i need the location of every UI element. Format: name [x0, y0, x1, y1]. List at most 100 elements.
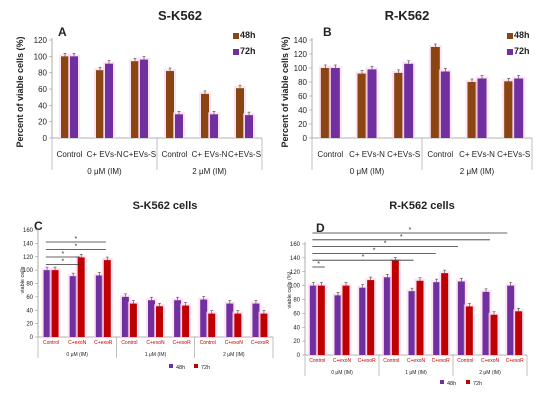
chart-c-bar-48h [43, 270, 51, 337]
chart-b-ylabel: Percent of viable cells (%) [280, 36, 290, 147]
chart-c-group-label: 0 μM (IM) [66, 352, 88, 358]
chart-d-y-tick-label: 120 [290, 270, 301, 276]
chart-d-bar-48h [359, 287, 367, 355]
chart-d-bar-48h [433, 282, 441, 355]
chart-a-ylabel: Percent of viable cells (%) [15, 36, 25, 147]
chart-d-bar-72h [515, 311, 523, 355]
chart-c-bar-72h [234, 313, 242, 337]
chart-b-category-label: C+EVs-S [497, 150, 530, 159]
chart-panel-c: S-K562 cells C viable cells 48h 72h Cont… [20, 200, 274, 371]
chart-d-y-tick-label: 140 [290, 256, 301, 262]
chart-b-bar-72h [404, 63, 414, 138]
chart-c-bar-72h [77, 257, 85, 337]
chart-c-category-label: Control [121, 340, 137, 346]
chart-a-bar-72h [210, 114, 218, 138]
chart-d-bar-72h [490, 314, 498, 355]
chart-c-bar-48h [121, 296, 129, 337]
chart-c-group-label: 2 μM (IM) [223, 352, 245, 358]
chart-b-bar-72h [330, 68, 340, 138]
chart-b-bar-48h [320, 68, 330, 138]
chart-d-bar-48h [507, 285, 515, 355]
chart-c-bar-48h [174, 300, 182, 337]
chart-a-title: S-K562 [158, 8, 202, 23]
chart-a-bar-48h [166, 71, 174, 138]
chart-c-bar-48h [226, 303, 234, 337]
chart-d-legend-swatch-48h [440, 380, 444, 384]
chart-c-significance-mark: * [61, 251, 64, 258]
chart-a-legend-swatch-72h [233, 49, 239, 55]
chart-d-bar-72h [416, 280, 424, 355]
chart-d-bar-48h [457, 281, 465, 355]
chart-panel-a: S-K562 A Percent of viable cells (%) 48h… [15, 8, 263, 176]
chart-d-bar-48h [334, 295, 342, 355]
chart-d-significance-mark: * [408, 227, 411, 234]
chart-b-bar-72h [514, 78, 524, 138]
chart-b-y-tick-label: 60 [298, 92, 307, 101]
chart-d-significance-mark: * [362, 254, 365, 261]
chart-c-title: S-K562 cells [133, 200, 198, 212]
chart-a-y-tick-label: 120 [34, 36, 48, 45]
chart-b-bar-48h [504, 81, 514, 138]
chart-c-category-label: C+exoR [251, 340, 270, 346]
chart-c-bar-72h [182, 305, 190, 337]
chart-a-y-tick-label: 40 [38, 101, 47, 110]
chart-c-ylabel: viable cells [20, 266, 26, 293]
chart-a-letter: A [58, 25, 67, 39]
chart-d-y-tick-label: 160 [290, 242, 301, 248]
chart-d-significance-mark: * [384, 241, 387, 248]
chart-b-bar-72h [477, 78, 487, 138]
chart-a-category-label: C+ EVs-N [87, 150, 123, 159]
chart-d-category-label: C+exoN [333, 358, 352, 364]
chart-c-bar-72h [51, 270, 59, 337]
chart-d-bar-72h [342, 285, 350, 355]
chart-a-bar-48h [131, 61, 139, 138]
chart-b-bar-48h [394, 72, 404, 138]
chart-b-y-tick-label: 40 [298, 106, 307, 115]
chart-b-title: R-K562 [385, 8, 430, 23]
chart-b-bar-72h [440, 71, 450, 138]
chart-c-category-label: C+exoN [68, 340, 87, 346]
chart-d-y-tick-label: 80 [293, 298, 300, 304]
chart-c-category-label: C+exoN [225, 340, 244, 346]
chart-d-legend-48h: 48h [447, 381, 456, 387]
chart-d-ylabel: viable cells (%) [287, 271, 293, 308]
chart-b-legend-72h: 72h [514, 46, 530, 56]
chart-c-legend-swatch-48h [169, 364, 173, 368]
chart-c-bar-72h [103, 260, 111, 337]
chart-d-bar-48h [309, 285, 317, 355]
chart-c-category-label: C+exoN [146, 340, 165, 346]
chart-d-y-tick-label: 60 [293, 311, 300, 317]
chart-b-y-tick-label: 140 [294, 36, 308, 45]
chart-a-y-tick-label: 60 [38, 85, 47, 94]
chart-a-y-tick-label: 0 [43, 134, 48, 143]
chart-d-bar-72h [441, 273, 449, 355]
chart-c-legend-72h: 72h [201, 365, 210, 371]
chart-c-bar-48h [200, 299, 208, 337]
chart-a-bar-72h [105, 63, 113, 138]
chart-d-bar-72h [465, 306, 473, 355]
chart-c-y-tick-label: 0 [30, 335, 34, 341]
chart-b-category-label: C+ EVs-N [349, 150, 385, 159]
chart-d-significance-mark: * [400, 234, 403, 241]
chart-c-category-label: Control [200, 340, 216, 346]
chart-c-bar-48h [252, 303, 260, 337]
chart-b-letter: B [323, 25, 332, 39]
chart-d-bar-72h [367, 280, 375, 355]
chart-d-category-label: C+exoR [506, 358, 525, 364]
chart-c-bar-72h [156, 306, 163, 337]
chart-d-significance-mark: * [317, 261, 320, 268]
chart-c-category-label: C+exoR [173, 340, 192, 346]
chart-a-y-tick-label: 80 [38, 69, 47, 78]
chart-c-bar-72h [129, 303, 137, 337]
chart-d-legend-72h: 72h [473, 381, 482, 387]
chart-d-group-label: 1 μM (IM) [405, 370, 427, 376]
chart-b-bar-48h [357, 73, 367, 138]
chart-c-bar-48h [95, 275, 103, 337]
chart-c-y-tick-label: 60 [26, 295, 33, 301]
chart-b-bar-48h [467, 82, 477, 138]
chart-c-significance-mark: * [61, 259, 64, 266]
chart-d-category-label: C+exoR [358, 358, 377, 364]
chart-d-category-label: Control [457, 358, 473, 364]
chart-c-legend-swatch-72h [194, 364, 198, 368]
chart-c-significance-mark: * [74, 244, 77, 251]
